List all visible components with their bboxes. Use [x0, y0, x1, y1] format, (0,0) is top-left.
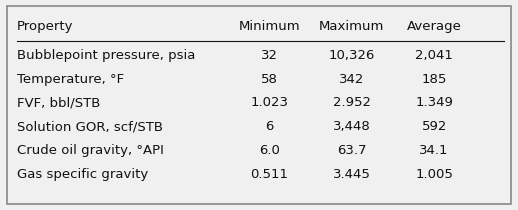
- Text: 342: 342: [339, 73, 365, 86]
- Text: 58: 58: [261, 73, 278, 86]
- Text: 34.1: 34.1: [420, 144, 449, 157]
- Text: 1.023: 1.023: [250, 96, 289, 109]
- Text: Bubblepoint pressure, psia: Bubblepoint pressure, psia: [17, 49, 195, 62]
- Text: 32: 32: [261, 49, 278, 62]
- Text: FVF, bbl/STB: FVF, bbl/STB: [17, 96, 100, 109]
- Text: Property: Property: [17, 20, 74, 33]
- Text: 63.7: 63.7: [337, 144, 367, 157]
- Text: 3.445: 3.445: [333, 168, 371, 181]
- Text: 6: 6: [265, 120, 274, 133]
- Text: Gas specific gravity: Gas specific gravity: [17, 168, 148, 181]
- Text: Temperature, °F: Temperature, °F: [17, 73, 124, 86]
- Text: Minimum: Minimum: [238, 20, 300, 33]
- Text: 10,326: 10,326: [328, 49, 375, 62]
- Text: 2,041: 2,041: [415, 49, 453, 62]
- Text: 592: 592: [422, 120, 447, 133]
- FancyBboxPatch shape: [7, 5, 511, 205]
- Text: 2.952: 2.952: [333, 96, 371, 109]
- Text: Solution GOR, scf/STB: Solution GOR, scf/STB: [17, 120, 163, 133]
- Text: Average: Average: [407, 20, 462, 33]
- Text: 6.0: 6.0: [259, 144, 280, 157]
- Text: 0.511: 0.511: [250, 168, 289, 181]
- Text: 3,448: 3,448: [333, 120, 370, 133]
- Text: 185: 185: [422, 73, 447, 86]
- Text: 1.005: 1.005: [415, 168, 453, 181]
- Text: Crude oil gravity, °API: Crude oil gravity, °API: [17, 144, 164, 157]
- Text: 1.349: 1.349: [415, 96, 453, 109]
- Text: Maximum: Maximum: [319, 20, 384, 33]
